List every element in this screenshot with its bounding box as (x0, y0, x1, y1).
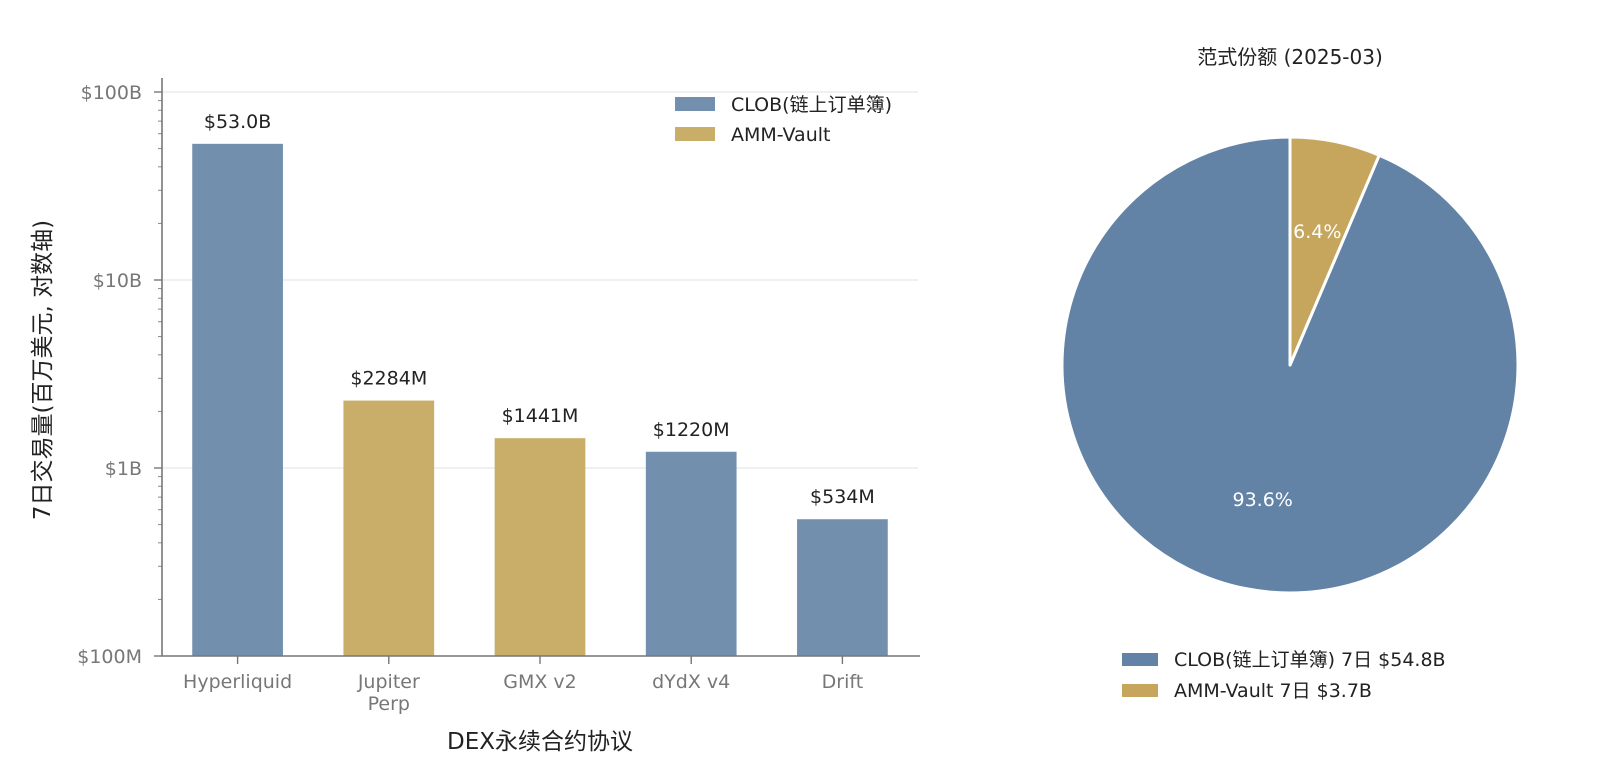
bar-value-label: $534M (810, 486, 875, 508)
pie-legend: CLOB(链上订单簿) 7日 $54.8B AMM-Vault 7日 $3.7B (1122, 649, 1446, 702)
x-tick-label: dYdX v4 (652, 671, 730, 693)
pie-legend-swatch-amm (1122, 684, 1158, 697)
y-tick-label: $100B (81, 82, 142, 104)
pie-labels: 93.6% 6.4% (1233, 221, 1342, 511)
y-ticks: $100M $1B $10B $100B (77, 82, 162, 668)
legend-label-amm: AMM-Vault (731, 124, 830, 146)
bar-chart: $100M $1B $10B $100B Hyperliquid JupiterPerp… (30, 78, 920, 755)
bar-value-label: $1441M (502, 405, 579, 427)
bar-legend: CLOB(链上订单簿) AMM-Vault (675, 94, 892, 146)
y-axis-title: 7日交易量(百万美元, 对数轴) (30, 220, 56, 520)
pie-legend-label-clob: CLOB(链上订单簿) 7日 $54.8B (1174, 649, 1446, 671)
bar-2 (494, 438, 586, 656)
bar-value-label: $53.0B (204, 111, 271, 133)
y-tick-label: $1B (105, 458, 142, 480)
y-tick-label: $10B (93, 270, 142, 292)
bar-value-label: $2284M (350, 368, 427, 390)
x-axis-title: DEX永续合约协议 (447, 729, 633, 755)
bar-4 (797, 519, 888, 656)
x-tick-label: Hyperliquid (183, 671, 292, 693)
bar-value-label: $1220M (653, 419, 730, 441)
pie-chart: 范式份额 (2025-03) 93.6% 6.4% CLOB(链上订单簿) 7日 … (1060, 45, 1520, 702)
legend-label-clob: CLOB(链上订单簿) (731, 94, 892, 116)
legend-swatch-clob (675, 97, 715, 111)
pie-slices (1060, 135, 1520, 595)
x-tick-label: Jupiter (357, 671, 420, 693)
pie-title: 范式份额 (2025-03) (1197, 45, 1383, 69)
x-tick-label: Perp (368, 693, 410, 715)
x-tick-label: GMX v2 (503, 671, 577, 693)
pie-slice-1 (1288, 135, 1381, 367)
pie-pct-label: 93.6% (1233, 489, 1293, 511)
legend-swatch-amm (675, 127, 715, 141)
y-tick-label: $100M (77, 646, 142, 668)
pie-legend-swatch-clob (1122, 653, 1158, 666)
bar-3 (645, 451, 737, 656)
bars (192, 143, 888, 657)
pie-legend-label-amm: AMM-Vault 7日 $3.7B (1174, 680, 1372, 702)
pie-pct-label: 6.4% (1293, 221, 1341, 243)
x-tick-label: Drift (822, 671, 864, 693)
bar-0 (192, 143, 283, 657)
bar-1 (343, 400, 435, 656)
data-labels: $53.0B $2284M $1441M $1220M $534M (204, 111, 875, 508)
